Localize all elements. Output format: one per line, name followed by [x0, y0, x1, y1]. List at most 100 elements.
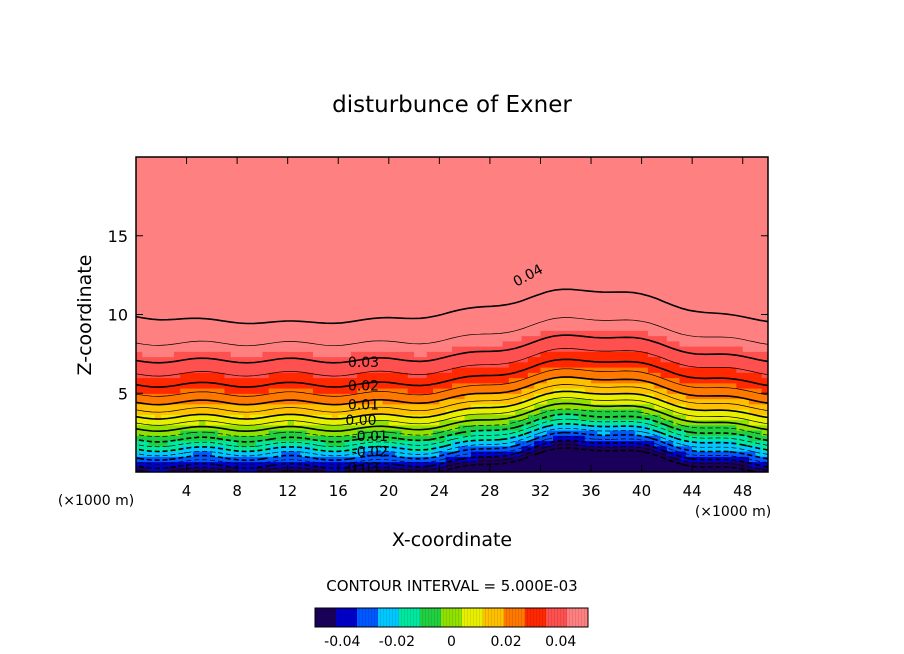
field-cell	[553, 256, 561, 263]
field-cell	[173, 225, 181, 232]
field-cell	[249, 361, 257, 368]
field-cell	[357, 241, 365, 247]
field-cell	[414, 372, 421, 379]
field-cell	[161, 209, 169, 216]
field-cell	[338, 188, 346, 195]
field-cell	[464, 414, 472, 421]
field-cell	[275, 309, 282, 316]
field-cell	[628, 283, 636, 289]
field-cell	[319, 209, 327, 216]
field-cell	[591, 172, 598, 179]
field-cell	[515, 409, 523, 415]
field-cell	[414, 351, 421, 358]
field-cell	[641, 451, 649, 457]
field-cell	[546, 293, 554, 300]
field-cell	[357, 388, 365, 394]
field-cell	[439, 419, 447, 426]
field-cell	[433, 235, 440, 242]
field-cell	[192, 204, 200, 211]
field-cell	[256, 167, 263, 174]
field-cell	[496, 361, 504, 368]
field-cell	[527, 193, 535, 200]
field-cell	[224, 293, 232, 300]
field-cell	[142, 430, 150, 436]
field-cell	[553, 367, 561, 373]
field-cell	[439, 430, 447, 436]
field-cell	[199, 309, 207, 316]
field-cell	[243, 361, 251, 368]
field-cell	[325, 430, 333, 436]
field-cell	[414, 424, 421, 431]
field-cell	[382, 361, 390, 368]
field-cell	[319, 398, 327, 405]
field-cell	[344, 361, 352, 368]
field-cell	[622, 466, 630, 472]
field-cell	[256, 251, 263, 258]
field-cell	[382, 251, 390, 258]
field-cell	[148, 440, 156, 447]
field-cell	[294, 319, 301, 326]
field-cell	[439, 388, 447, 394]
field-cell	[224, 377, 232, 384]
field-cell	[616, 178, 624, 184]
field-cell	[647, 309, 655, 316]
field-cell	[287, 414, 295, 421]
field-cell	[628, 424, 636, 431]
field-cell	[565, 209, 573, 216]
field-cell	[180, 466, 188, 472]
field-cell	[477, 314, 485, 321]
field-cell	[319, 199, 327, 205]
field-cell	[654, 367, 662, 373]
field-cell	[312, 445, 320, 452]
field-cell	[489, 325, 497, 331]
field-cell	[483, 188, 491, 195]
field-cell	[597, 298, 605, 305]
field-cell	[610, 388, 617, 394]
field-cell	[312, 377, 320, 384]
field-cell	[312, 340, 320, 347]
field-cell	[483, 272, 491, 279]
field-cell	[591, 157, 598, 163]
field-cell	[603, 351, 611, 358]
field-cell	[647, 319, 655, 326]
field-cell	[603, 430, 611, 436]
field-cell	[527, 272, 535, 279]
field-cell	[534, 209, 542, 216]
field-cell	[420, 277, 428, 284]
field-cell	[591, 430, 598, 436]
field-cell	[628, 319, 636, 326]
field-cell	[230, 335, 238, 342]
field-cell	[344, 214, 352, 221]
field-cell	[136, 283, 143, 289]
field-cell	[591, 204, 598, 211]
field-cell	[154, 466, 162, 472]
field-cell	[281, 398, 289, 405]
field-cell	[641, 246, 649, 253]
field-cell	[256, 172, 263, 179]
field-cell	[161, 372, 169, 379]
field-cell	[521, 451, 529, 457]
field-cell	[211, 430, 219, 436]
field-cell	[433, 188, 440, 195]
field-cell	[218, 293, 226, 300]
field-cell	[262, 167, 270, 174]
field-cell	[338, 398, 346, 405]
field-cell	[268, 204, 276, 211]
field-cell	[578, 230, 586, 237]
field-cell	[136, 356, 143, 363]
field-cell	[584, 330, 592, 337]
field-cell	[477, 256, 485, 263]
field-cell	[489, 340, 497, 347]
field-cell	[294, 214, 301, 221]
field-cell	[224, 393, 232, 400]
field-cell	[331, 414, 339, 421]
field-cell	[439, 162, 447, 169]
field-cell	[546, 178, 554, 184]
field-cell	[565, 230, 573, 237]
field-cell	[572, 304, 579, 310]
field-cell	[445, 356, 453, 363]
field-cell	[199, 193, 207, 200]
field-cell	[426, 214, 434, 221]
field-cell	[154, 377, 162, 384]
field-cell	[572, 388, 579, 394]
